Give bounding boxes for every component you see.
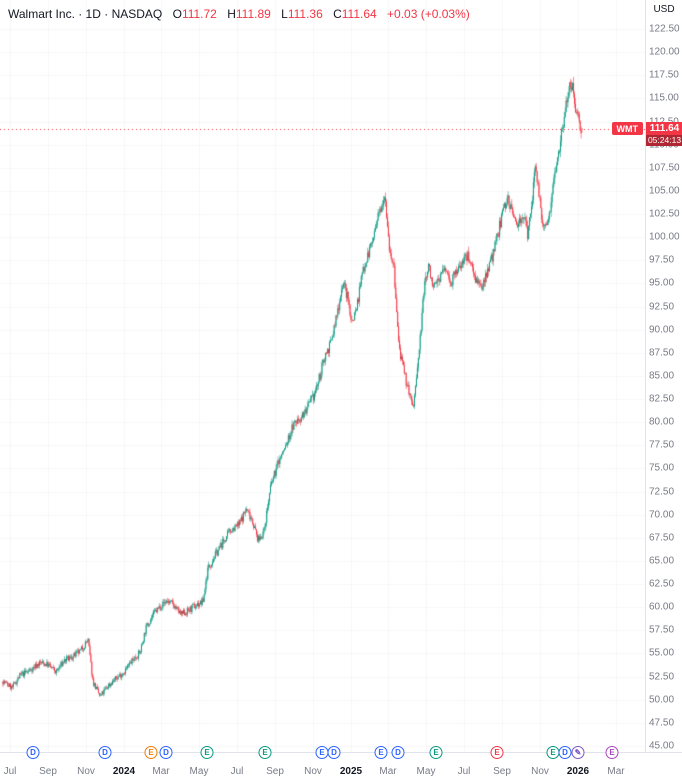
earnings-badge[interactable]: E [200, 746, 214, 759]
price-tick: 92.50 [649, 301, 675, 313]
price-tick: 45.00 [649, 740, 675, 752]
price-tick: 117.50 [649, 69, 679, 81]
bar-countdown: 05:24:13 [646, 135, 682, 147]
time-label-month: Nov [304, 766, 322, 777]
price-tick: 100.00 [649, 231, 680, 243]
dividend-badge[interactable]: D [327, 746, 341, 759]
time-label-year: 2026 [566, 766, 590, 777]
low-label: L [281, 7, 288, 21]
price-tick: 60.00 [649, 601, 675, 613]
price-tick: 77.50 [649, 439, 675, 451]
price-tick: 57.50 [649, 624, 675, 636]
open-label: O [172, 7, 182, 21]
price-tick: 55.00 [649, 647, 675, 659]
dividend-badge[interactable]: D [26, 746, 40, 759]
symbol-title[interactable]: Walmart Inc. · 1D · NASDAQ [8, 7, 163, 21]
price-tick: 70.00 [649, 509, 675, 521]
dividend-badge[interactable]: D [159, 746, 173, 759]
earnings-badge[interactable]: E [490, 746, 504, 759]
last-price-label: 111.64 05:24:13 [646, 122, 682, 147]
time-label-month: Jul [3, 766, 17, 777]
price-tick: 65.00 [649, 555, 675, 567]
time-label-month: Jul [230, 766, 244, 777]
earnings-badge[interactable]: E [429, 746, 443, 759]
currency-label: USD [653, 4, 675, 15]
price-tick: 102.50 [649, 208, 680, 220]
earnings-badge[interactable]: E [144, 746, 158, 759]
price-tick: 122.50 [649, 23, 680, 35]
open-value: 111.72 [181, 7, 217, 21]
close-label: C [333, 7, 342, 21]
last-price-symbol-tag: WMT [611, 122, 643, 136]
last-price-value: 111.64 [646, 122, 682, 136]
time-label-month: Mar [379, 766, 397, 777]
symbol-legend[interactable]: Walmart Inc. · 1D · NASDAQ O111.72 H111.… [8, 7, 470, 21]
price-tick: 97.50 [649, 254, 675, 266]
time-label-month: Jul [457, 766, 471, 777]
high-value: 111.89 [235, 7, 271, 21]
candlestick-chart-canvas[interactable] [0, 0, 645, 752]
price-tick: 120.00 [649, 46, 680, 58]
price-tick: 105.00 [649, 185, 680, 197]
change-value: +0.03 (+0.03%) [387, 7, 470, 21]
dividend-badge[interactable]: D [558, 746, 572, 759]
earnings-badge[interactable]: E [258, 746, 272, 759]
price-tick: 52.50 [649, 671, 675, 683]
time-label-month: Nov [77, 766, 95, 777]
dividend-badge[interactable]: D [391, 746, 405, 759]
time-label-month: May [189, 766, 209, 777]
price-tick: 85.00 [649, 370, 675, 382]
price-tick: 112.50 [649, 116, 679, 127]
price-tick: 47.50 [649, 717, 675, 729]
price-tick: 115.00 [649, 92, 679, 104]
price-tick: 82.50 [649, 393, 675, 405]
price-tick: 107.50 [649, 162, 680, 174]
time-label-month: Sep [39, 766, 57, 777]
price-tick: 90.00 [649, 324, 675, 336]
price-tick: 75.00 [649, 462, 675, 474]
price-tick: 95.00 [649, 277, 675, 289]
high-label: H [227, 7, 236, 21]
price-tick: 67.50 [649, 532, 675, 544]
time-label-month: Mar [152, 766, 170, 777]
price-tick: 50.00 [649, 694, 675, 706]
time-label-month: Sep [266, 766, 284, 777]
time-label-month: May [416, 766, 436, 777]
time-label-month: Mar [607, 766, 625, 777]
price-axis[interactable]: USD 122.50120.00117.50115.00112.50110.00… [645, 0, 682, 752]
time-label-year: 2025 [339, 766, 363, 777]
time-label-month: Nov [531, 766, 549, 777]
price-tick: 80.00 [649, 416, 675, 428]
price-tick: 87.50 [649, 347, 675, 359]
time-label-month: Sep [493, 766, 511, 777]
price-tick: 72.50 [649, 486, 675, 498]
earnings-badge[interactable]: E [374, 746, 388, 759]
edit-event-badge[interactable]: ✎ [571, 746, 585, 759]
dividend-badge[interactable]: D [98, 746, 112, 759]
future-earnings-badge[interactable]: E [605, 746, 619, 759]
time-label-year: 2024 [112, 766, 136, 777]
price-tick: 62.50 [649, 578, 675, 590]
close-value: 111.64 [341, 7, 377, 21]
low-value: 111.36 [287, 7, 323, 21]
